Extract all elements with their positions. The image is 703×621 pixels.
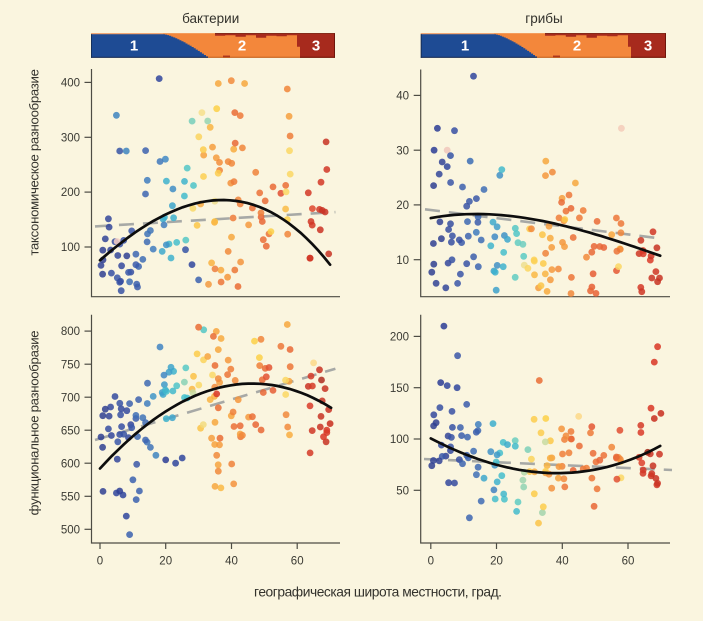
svg-text:30: 30	[396, 145, 409, 157]
svg-text:700: 700	[61, 392, 80, 404]
svg-text:10: 10	[396, 255, 409, 267]
svg-text:2: 2	[573, 38, 581, 55]
svg-text:грибы: грибы	[525, 11, 562, 26]
svg-text:2: 2	[238, 38, 246, 55]
svg-text:200: 200	[61, 187, 80, 199]
svg-text:20: 20	[396, 200, 409, 212]
svg-text:0: 0	[428, 556, 434, 568]
svg-text:20: 20	[490, 556, 503, 568]
svg-text:650: 650	[61, 425, 80, 437]
svg-text:20: 20	[159, 556, 172, 568]
svg-text:150: 150	[390, 383, 409, 395]
svg-text:550: 550	[61, 491, 80, 503]
svg-text:400: 400	[61, 78, 80, 90]
svg-text:географическая широта местност: географическая широта местности, град.	[254, 585, 502, 600]
svg-text:0: 0	[97, 556, 103, 568]
svg-text:1: 1	[130, 38, 138, 55]
svg-text:таксономическое разнообразие: таксономическое разнообразие	[27, 69, 42, 255]
svg-text:300: 300	[61, 132, 80, 144]
svg-text:60: 60	[291, 556, 304, 568]
svg-text:3: 3	[312, 38, 320, 55]
svg-text:100: 100	[61, 242, 80, 254]
svg-text:100: 100	[390, 434, 409, 446]
svg-text:60: 60	[622, 556, 635, 568]
svg-text:500: 500	[61, 524, 80, 536]
svg-text:40: 40	[225, 556, 238, 568]
svg-text:50: 50	[396, 485, 409, 497]
svg-text:800: 800	[61, 326, 80, 338]
svg-text:функциональное разнообразие: функциональное разнообразие	[27, 331, 42, 516]
svg-text:200: 200	[390, 332, 409, 344]
svg-text:40: 40	[396, 91, 409, 103]
svg-text:бактерии: бактерии	[182, 11, 239, 26]
svg-text:40: 40	[556, 556, 569, 568]
svg-text:600: 600	[61, 458, 80, 470]
svg-text:750: 750	[61, 359, 80, 371]
svg-text:1: 1	[461, 38, 469, 55]
svg-text:3: 3	[644, 38, 652, 55]
